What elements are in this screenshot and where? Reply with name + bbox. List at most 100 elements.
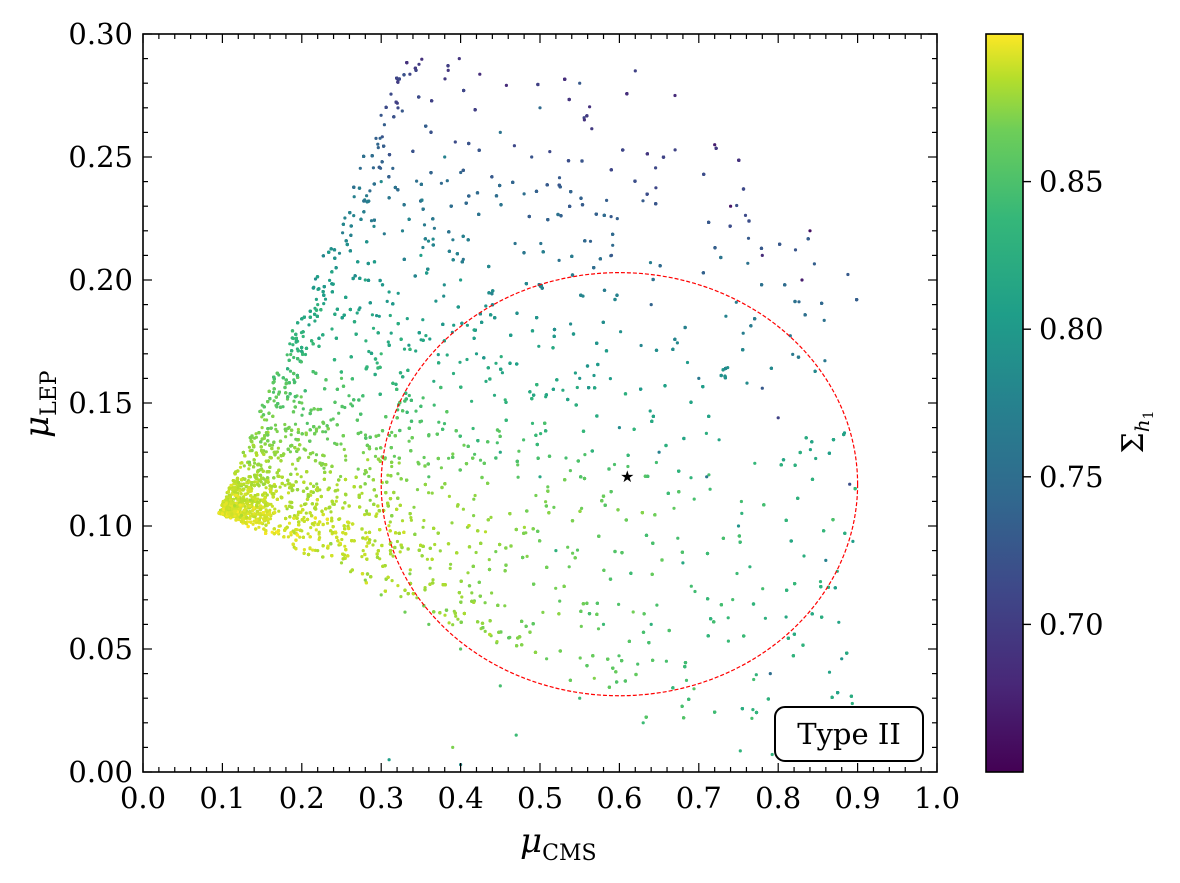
scatter-point [272, 399, 276, 403]
scatter-point [432, 226, 436, 230]
scatter-point [409, 516, 413, 520]
scatter-point [583, 453, 587, 457]
scatter-point [685, 360, 690, 365]
scatter-point [307, 323, 311, 327]
scatter-point [612, 462, 617, 467]
scatter-point [746, 261, 750, 265]
scatter-point [385, 299, 389, 303]
scatter-point [371, 326, 376, 330]
scatter-point [299, 395, 303, 399]
scatter-point [264, 486, 268, 490]
scatter-point [375, 361, 379, 365]
scatter-point [343, 216, 347, 220]
scatter-point [763, 616, 768, 620]
scatter-point [655, 603, 659, 607]
scatter-point [567, 565, 571, 569]
scatter-point [654, 166, 658, 170]
scatter-point [340, 537, 344, 542]
scatter-point [337, 411, 341, 415]
scatter-point [376, 142, 380, 146]
scatter-point [438, 549, 442, 553]
scatter-point [251, 522, 255, 526]
scatter-point [308, 546, 312, 550]
scatter-point [375, 314, 379, 318]
scatter-point [283, 483, 287, 487]
scatter-point [445, 353, 449, 357]
scatter-point [578, 656, 582, 660]
scatter-point [459, 170, 463, 175]
scatter-point [344, 458, 348, 462]
scatter-point [503, 604, 507, 608]
scatter-point [328, 278, 332, 282]
scatter-point [447, 456, 451, 460]
scatter-point [554, 586, 558, 590]
scatter-point [673, 148, 677, 152]
scatter-point [708, 487, 712, 491]
scatter-point [414, 349, 418, 353]
scatter-point [359, 430, 363, 434]
scatter-point [264, 450, 268, 454]
scatter-point [400, 519, 405, 523]
scatter-point [522, 438, 526, 442]
scatter-point [391, 166, 395, 170]
scatter-point [390, 579, 394, 583]
scatter-point [371, 166, 375, 170]
scatter-point [363, 472, 367, 476]
scatter-point [405, 317, 409, 321]
scatter-point [748, 565, 752, 569]
scatter-point [461, 257, 465, 261]
scatter-point [582, 118, 587, 122]
scatter-point [364, 339, 368, 343]
scatter-point [544, 500, 548, 504]
scatter-point [439, 466, 443, 470]
scatter-point [445, 179, 449, 183]
scatter-point [738, 749, 742, 753]
scatter-point [286, 535, 290, 539]
scatter-point [290, 489, 294, 493]
scatter-point [337, 251, 342, 255]
scatter-point [322, 466, 326, 470]
scatter-point [516, 475, 520, 479]
scatter-point [309, 526, 313, 530]
scatter-point [561, 388, 565, 392]
scatter-point [407, 343, 411, 347]
scatter-point [460, 595, 464, 599]
scatter-point [301, 334, 305, 339]
scatter-point [314, 453, 319, 457]
scatter-point [281, 405, 285, 409]
plot-frame [143, 34, 937, 772]
scatter-point [298, 456, 302, 460]
plot-area: ★ 0.0 0.1 0.2 0.3 0.4 0.5 0.6 0.7 0.8 0.9 1.0 0.00… [68, 17, 960, 815]
scatter-point [355, 311, 359, 315]
scatter-points [217, 57, 859, 767]
scatter-point [746, 236, 751, 240]
scatter-point [672, 506, 676, 510]
scatter-point [368, 498, 372, 502]
scatter-point [417, 62, 421, 66]
scatter-point [368, 467, 372, 471]
scatter-point [473, 452, 477, 456]
scatter-point [371, 543, 375, 547]
scatter-point [516, 463, 520, 467]
scatter-point [449, 562, 453, 566]
scatter-point [291, 343, 295, 347]
scatter-point [414, 409, 418, 413]
scatter-point [724, 314, 728, 318]
scatter-point [573, 371, 578, 375]
scatter-point [376, 146, 380, 150]
scatter-point [363, 433, 368, 437]
scatter-point [317, 537, 321, 542]
scatter-point [317, 425, 321, 429]
scatter-point [676, 536, 680, 540]
scatter-point [517, 449, 521, 453]
scatter-point [750, 716, 754, 721]
scatter-point [494, 361, 498, 365]
scatter-point [349, 402, 353, 406]
scatter-point [472, 497, 476, 501]
scatter-point [575, 548, 580, 552]
scatter-point [242, 464, 246, 468]
scatter-point [378, 136, 382, 140]
scatter-point [238, 465, 243, 469]
scatter-point [292, 399, 296, 403]
scatter-point [368, 189, 372, 193]
